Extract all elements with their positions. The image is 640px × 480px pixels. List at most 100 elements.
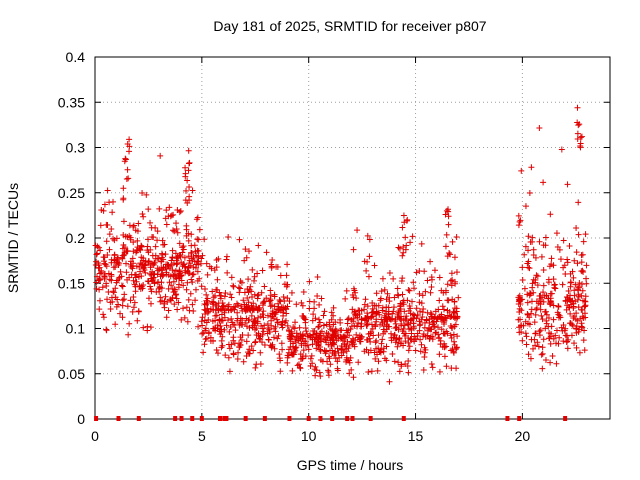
x-tick-label: 0 (91, 428, 99, 444)
data-point (406, 287, 413, 294)
data-point (346, 357, 353, 364)
data-point (246, 346, 253, 353)
data-point (442, 243, 449, 250)
data-point (444, 307, 451, 314)
data-point (302, 316, 309, 323)
data-point (547, 333, 554, 340)
data-point (367, 347, 374, 354)
data-point (173, 255, 180, 262)
data-point (515, 212, 522, 219)
data-point (312, 363, 319, 370)
zero-data-point (330, 416, 335, 421)
data-point (570, 314, 577, 321)
data-point (237, 319, 244, 326)
data-point (127, 297, 134, 304)
data-point (396, 314, 403, 321)
data-point (284, 322, 291, 329)
data-point (519, 277, 526, 284)
data-point (407, 310, 414, 317)
data-point (130, 277, 137, 284)
data-point (579, 307, 586, 314)
data-point (279, 324, 286, 331)
data-point (161, 298, 168, 305)
data-point (115, 301, 122, 308)
data-point (183, 187, 190, 194)
data-point (332, 350, 339, 357)
data-point (525, 264, 532, 271)
data-point (400, 249, 407, 256)
data-point (454, 333, 461, 340)
data-point (160, 264, 167, 271)
data-point (110, 288, 117, 295)
data-point (431, 267, 438, 274)
data-point (145, 236, 152, 243)
data-point (410, 315, 417, 322)
data-point (140, 281, 147, 288)
data-point (276, 297, 283, 304)
data-point (278, 321, 285, 328)
data-point (361, 348, 368, 355)
data-point (126, 143, 133, 150)
data-point (170, 278, 177, 285)
data-point (307, 362, 314, 369)
data-point (201, 301, 208, 308)
data-point (436, 297, 443, 304)
data-point (216, 317, 223, 324)
data-point (117, 268, 124, 275)
data-point (255, 330, 262, 337)
data-point (196, 226, 203, 233)
data-point (375, 358, 382, 365)
data-point (453, 234, 460, 241)
data-point (576, 284, 583, 291)
data-point (390, 308, 397, 315)
data-point (406, 343, 413, 350)
data-point (165, 307, 172, 314)
data-point (542, 242, 549, 249)
data-point (120, 185, 127, 192)
data-point (374, 367, 381, 374)
data-point (214, 286, 221, 293)
data-point (179, 249, 186, 256)
data-point (109, 298, 116, 305)
data-point (185, 253, 192, 260)
data-point (435, 331, 442, 338)
data-point (564, 256, 571, 263)
x-axis-title: GPS time / hours (297, 457, 404, 473)
data-point (223, 253, 230, 260)
data-point (168, 257, 175, 264)
data-point (291, 349, 298, 356)
data-point (405, 347, 412, 354)
data-point (231, 340, 238, 347)
data-point (110, 264, 117, 271)
data-point (269, 313, 276, 320)
data-point (578, 292, 585, 299)
data-point (110, 235, 117, 242)
data-point (545, 295, 552, 302)
data-point (540, 282, 547, 289)
data-point (539, 316, 546, 323)
data-point (164, 261, 171, 268)
data-point (135, 273, 142, 280)
data-point (170, 211, 177, 218)
data-point (130, 304, 137, 311)
data-point (368, 313, 375, 320)
data-point (392, 317, 399, 324)
data-point (532, 311, 539, 318)
zero-data-point (136, 416, 141, 421)
data-point (525, 351, 532, 358)
data-point (536, 328, 543, 335)
data-point (257, 336, 264, 343)
data-point (427, 310, 434, 317)
data-point (251, 339, 258, 346)
data-point (174, 306, 181, 313)
data-point (316, 346, 323, 353)
data-point (281, 298, 288, 305)
data-point (135, 308, 142, 315)
data-point (119, 245, 126, 252)
data-point (183, 304, 190, 311)
data-point (422, 333, 429, 340)
data-point (397, 303, 404, 310)
data-point (451, 323, 458, 330)
data-point (519, 264, 526, 271)
data-point (149, 252, 156, 259)
